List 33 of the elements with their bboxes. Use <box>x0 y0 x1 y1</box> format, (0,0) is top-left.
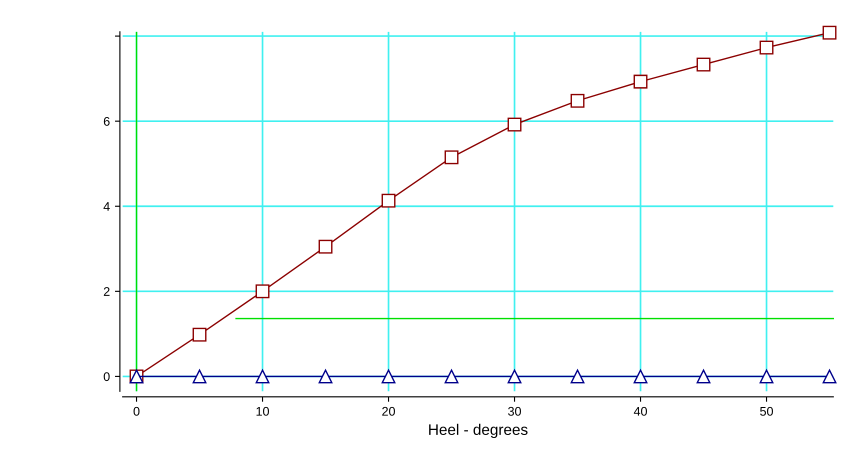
x-tick-label: 30 <box>508 406 521 416</box>
y-tick-label: 0 <box>104 372 110 382</box>
x-tick-label: 40 <box>634 406 647 416</box>
point <box>444 150 458 164</box>
point <box>192 328 206 342</box>
point <box>570 94 584 108</box>
point <box>570 369 584 384</box>
point <box>634 74 648 89</box>
point <box>382 369 396 384</box>
point <box>822 26 836 40</box>
point <box>508 369 522 384</box>
point <box>634 369 648 384</box>
point <box>822 369 836 384</box>
x-axis-title: Heel - degrees <box>429 424 528 438</box>
y-tick-label: 4 <box>104 202 110 211</box>
y-tick-label: 6 <box>104 116 110 126</box>
point <box>760 40 774 55</box>
x-tick-label: 0 <box>134 406 140 416</box>
point <box>760 369 774 384</box>
point <box>382 194 396 208</box>
point <box>318 369 332 384</box>
point <box>318 240 332 254</box>
x-tick-label: 10 <box>256 406 269 416</box>
point <box>696 58 710 72</box>
point <box>256 369 270 384</box>
point <box>192 369 206 384</box>
x-tick-label: 20 <box>382 406 395 416</box>
point <box>444 369 458 384</box>
point <box>508 118 522 132</box>
point <box>696 369 710 384</box>
y-tick-label: 2 <box>104 287 110 296</box>
point <box>256 284 270 298</box>
x-tick-label: 50 <box>760 406 773 416</box>
